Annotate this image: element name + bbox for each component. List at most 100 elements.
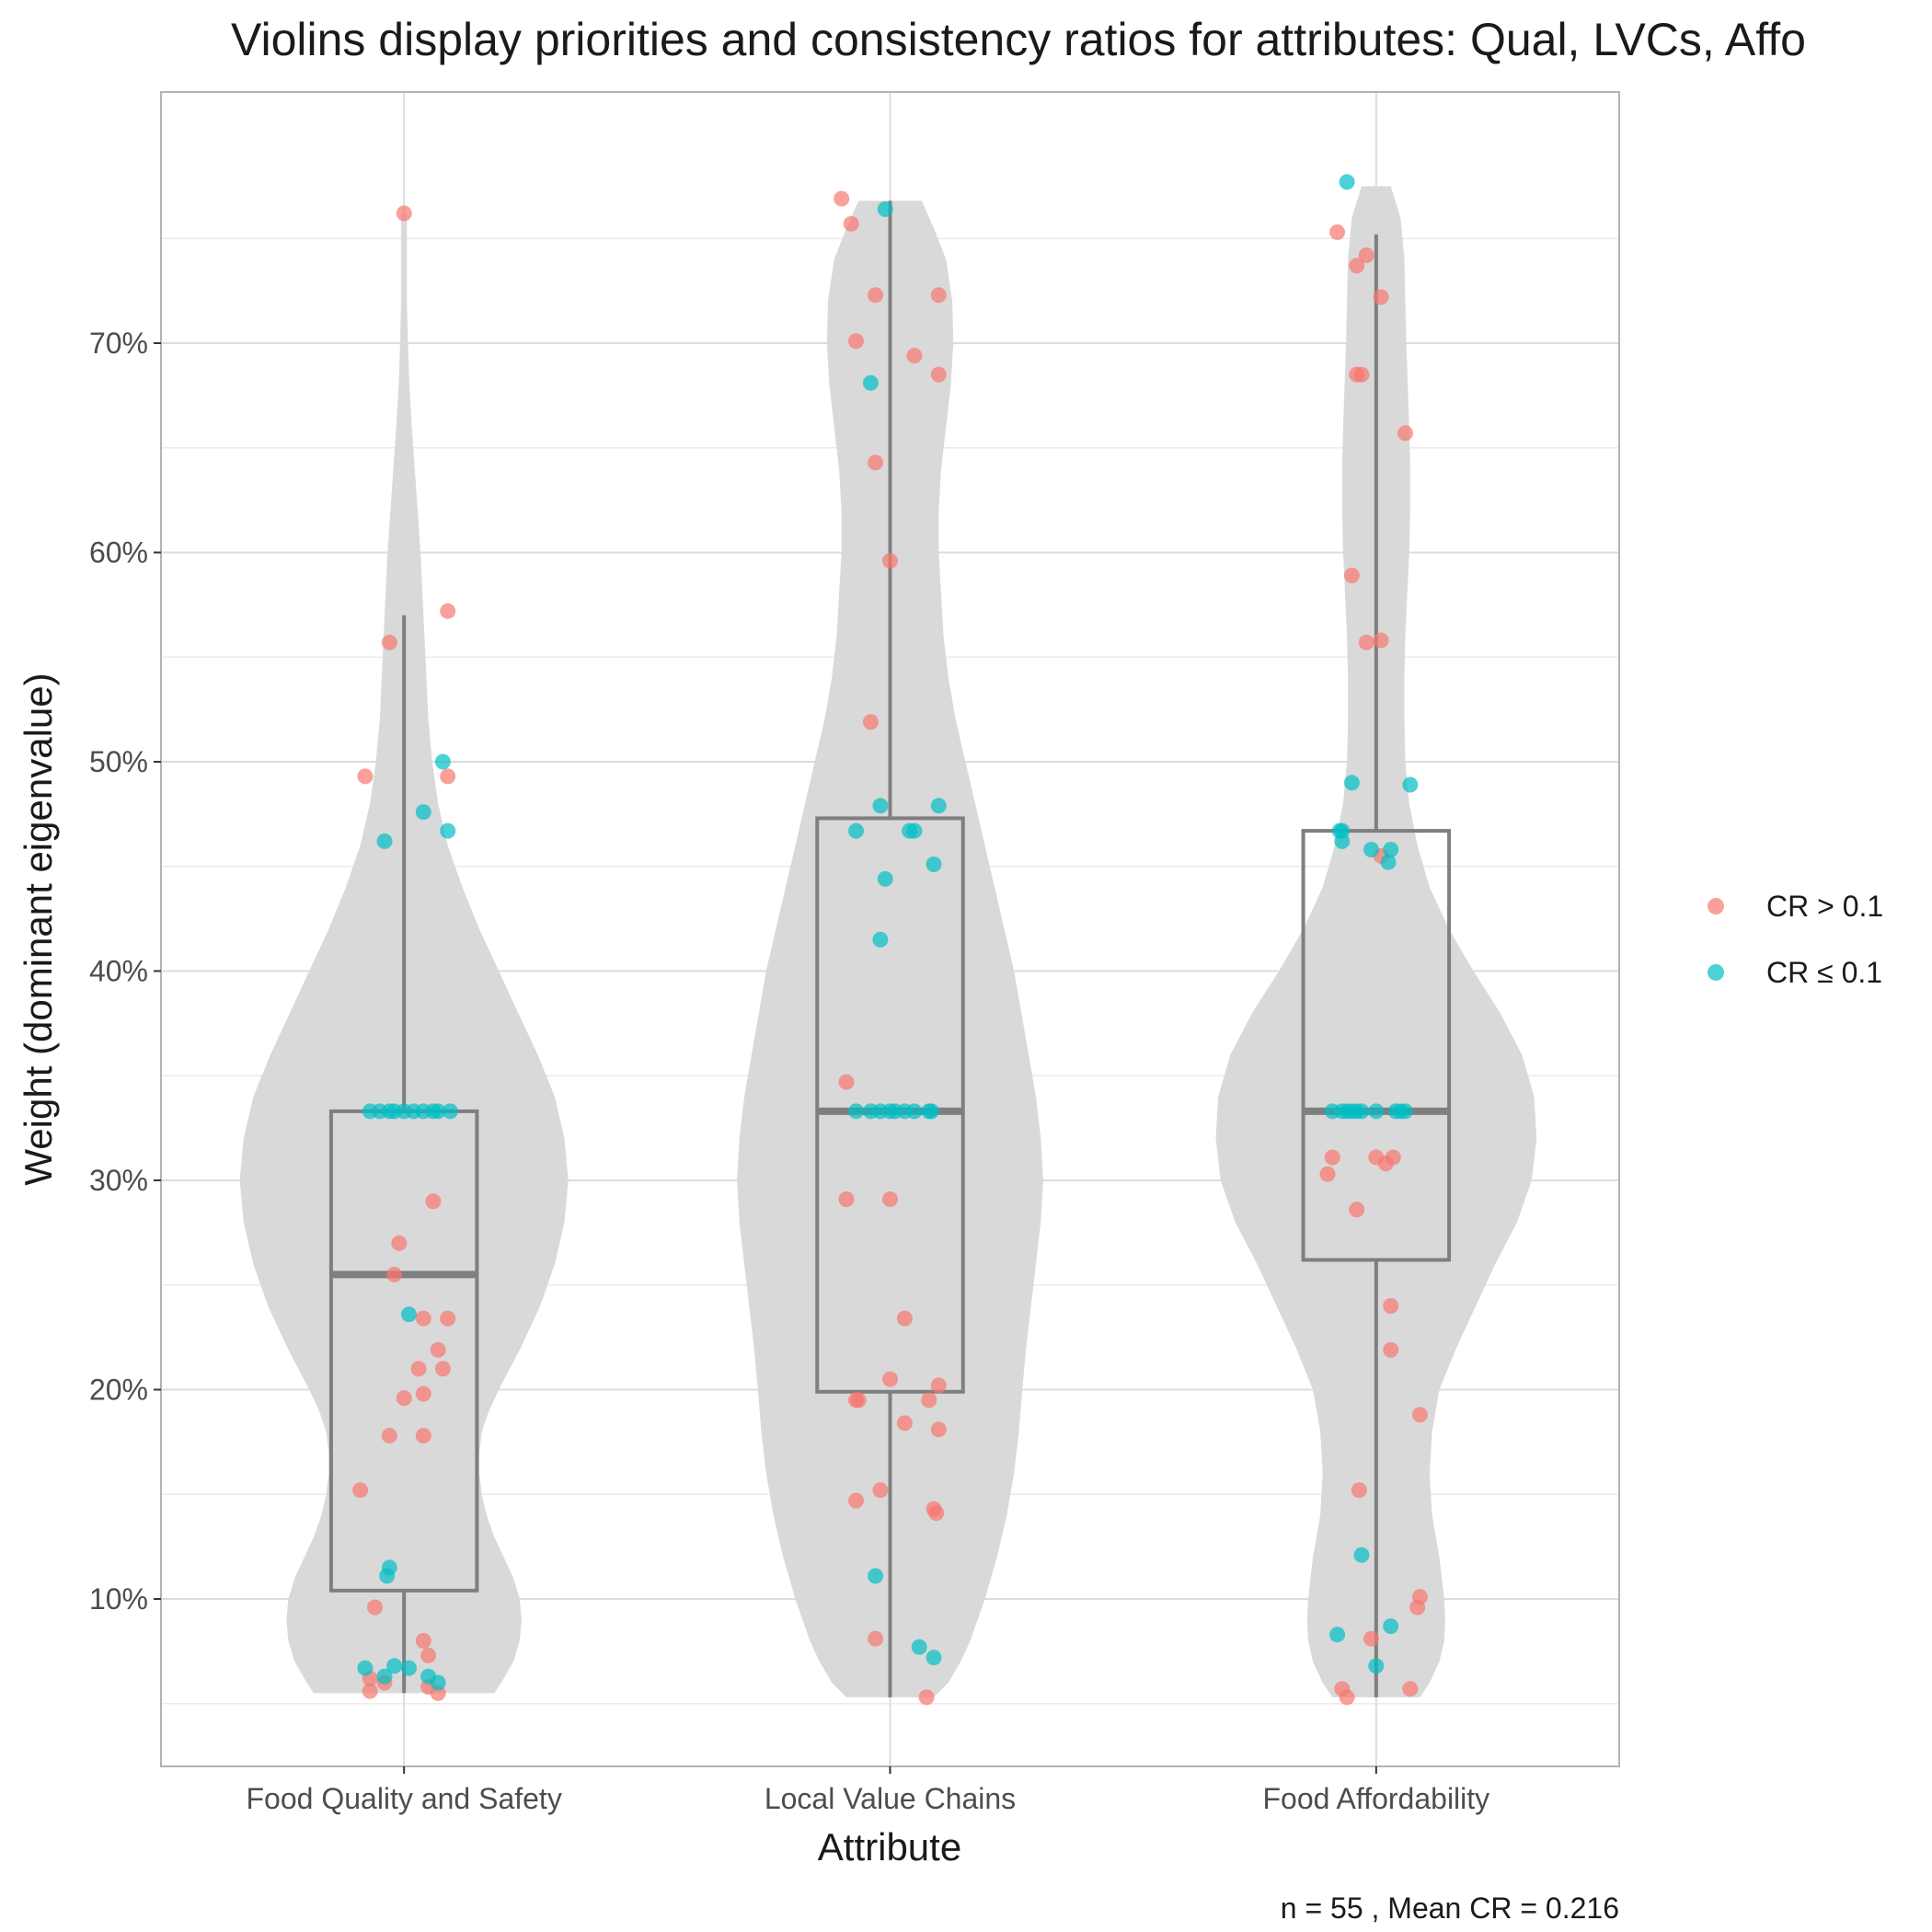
- y-tick-label: 20%: [89, 1374, 148, 1407]
- data-point: [1377, 1156, 1394, 1172]
- data-point: [430, 1341, 446, 1358]
- data-point: [415, 804, 431, 821]
- data-point: [367, 1599, 383, 1616]
- data-point: [352, 1482, 369, 1499]
- data-point: [434, 753, 451, 770]
- data-point: [872, 1482, 889, 1499]
- data-point: [848, 1103, 864, 1120]
- y-tick-label: 40%: [89, 955, 148, 988]
- data-point: [882, 1371, 898, 1387]
- data-point: [1329, 1627, 1346, 1643]
- data-point: [1397, 425, 1413, 442]
- data-point: [1368, 1103, 1385, 1120]
- data-point: [376, 1668, 393, 1685]
- data-point: [848, 333, 864, 350]
- data-point: [1358, 247, 1374, 263]
- data-point: [872, 798, 889, 814]
- y-tick-label: 70%: [89, 327, 148, 360]
- data-point: [882, 1191, 898, 1207]
- data-point: [906, 822, 923, 839]
- data-point: [396, 1390, 412, 1407]
- data-point: [386, 1266, 403, 1282]
- data-point: [415, 1386, 431, 1402]
- data-point: [838, 1191, 855, 1207]
- data-point: [896, 1415, 913, 1432]
- data-point: [1402, 1681, 1419, 1697]
- box-iqr: [815, 816, 965, 1394]
- data-point: [1353, 1547, 1370, 1563]
- data-point: [906, 348, 923, 364]
- data-point: [1383, 1341, 1399, 1358]
- data-point: [1329, 224, 1346, 240]
- data-point: [440, 603, 456, 619]
- jitter-points-layer: [352, 174, 1428, 1706]
- data-point: [1343, 775, 1360, 791]
- data-point: [1363, 842, 1379, 857]
- y-axis-title: Weight (dominant eigenvalue): [17, 673, 60, 1185]
- data-point: [381, 1428, 397, 1443]
- data-point: [1334, 833, 1351, 849]
- data-point: [1349, 1202, 1365, 1218]
- data-point: [1383, 1298, 1399, 1314]
- y-tick-label: 10%: [89, 1582, 148, 1616]
- x-axis-ticks: Food Quality and Safety Local Value Chain…: [247, 1766, 1489, 1815]
- data-point: [848, 822, 864, 839]
- data-point: [1411, 1407, 1428, 1423]
- data-point: [401, 1306, 417, 1323]
- data-point: [872, 931, 889, 948]
- data-point: [379, 1568, 396, 1584]
- data-point: [1383, 842, 1399, 857]
- data-point: [930, 287, 947, 304]
- data-point: [868, 1630, 884, 1647]
- data-point: [425, 1193, 442, 1210]
- x-tick-label: Local Value Chains: [765, 1782, 1016, 1815]
- data-point: [877, 870, 893, 887]
- y-tick-label: 30%: [89, 1164, 148, 1197]
- violin: [737, 201, 1043, 1697]
- data-point: [1339, 174, 1355, 190]
- data-point: [838, 1074, 855, 1090]
- legend-label: CR ≤ 0.1: [1766, 956, 1882, 989]
- data-point: [442, 1103, 458, 1120]
- data-point: [921, 1392, 937, 1409]
- data-point: [928, 1505, 945, 1522]
- y-tick-label: 60%: [89, 536, 148, 569]
- data-point: [386, 1658, 403, 1674]
- data-point: [926, 1650, 942, 1666]
- y-tick-label: 50%: [89, 745, 148, 778]
- data-point: [1373, 632, 1389, 649]
- data-point: [362, 1683, 378, 1699]
- data-point: [410, 1361, 427, 1377]
- y-axis-ticks: 10% 20% 30% 40% 50% 60% 70%: [89, 327, 161, 1616]
- data-point: [862, 374, 879, 391]
- data-point: [1363, 1630, 1379, 1647]
- data-point: [415, 1428, 431, 1443]
- data-point: [396, 205, 412, 222]
- data-point: [415, 1633, 431, 1649]
- legend-key: [1708, 964, 1724, 981]
- data-point: [896, 1310, 913, 1327]
- legend-label: CR > 0.1: [1766, 890, 1883, 923]
- data-point: [1380, 854, 1397, 870]
- data-point: [868, 1568, 884, 1584]
- data-point: [1353, 1103, 1370, 1120]
- data-point: [906, 1103, 923, 1120]
- data-point: [1397, 1103, 1413, 1120]
- boxplot-layer: [328, 201, 1452, 1697]
- data-point: [1343, 568, 1360, 583]
- data-point: [440, 822, 456, 839]
- data-point: [391, 1235, 408, 1251]
- data-point: [877, 201, 893, 217]
- data-point: [930, 798, 947, 814]
- data-point: [401, 1660, 417, 1676]
- data-point: [918, 1689, 935, 1706]
- data-point: [1383, 1618, 1399, 1635]
- data-point: [1402, 776, 1419, 793]
- data-point: [434, 1361, 451, 1377]
- data-point: [923, 1103, 939, 1120]
- data-point: [1368, 1658, 1385, 1674]
- data-point: [1349, 258, 1365, 274]
- data-point: [430, 1674, 446, 1691]
- data-point: [440, 1310, 456, 1327]
